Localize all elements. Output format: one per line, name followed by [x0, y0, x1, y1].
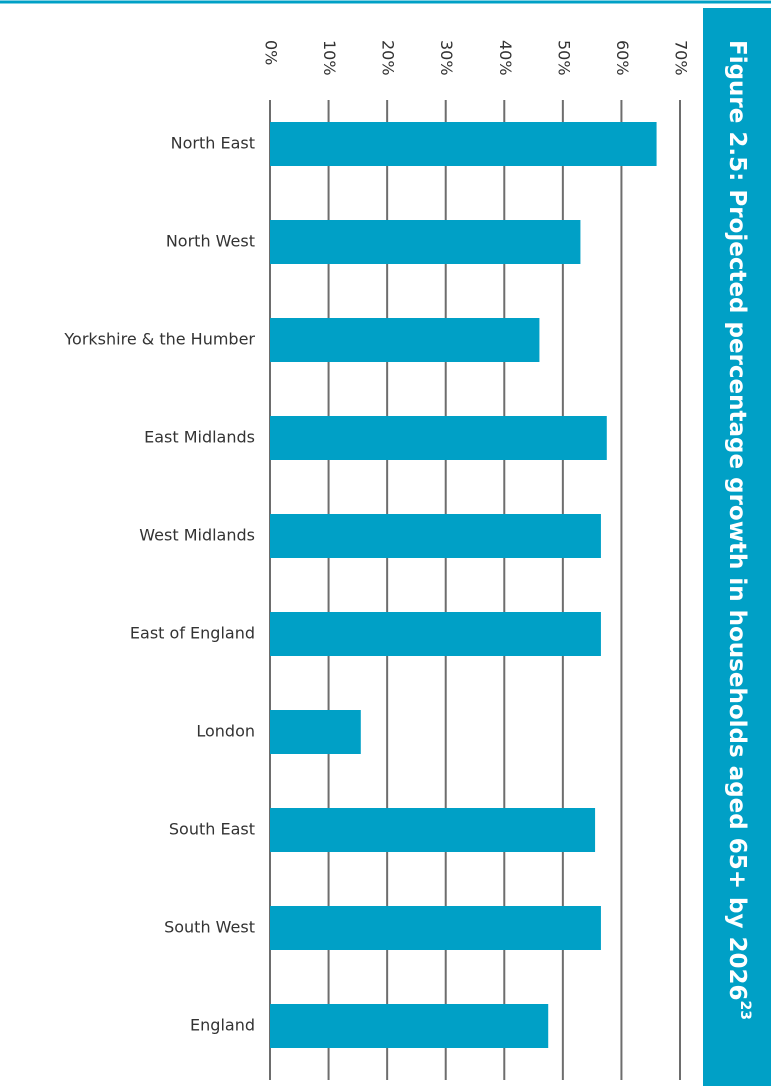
- y-tick-label: West Midlands: [139, 526, 255, 545]
- x-tick-label: 20%: [379, 40, 398, 76]
- bar: [270, 906, 601, 950]
- bar: [270, 514, 601, 558]
- y-tick-label: North West: [166, 232, 255, 251]
- bar: [270, 416, 607, 460]
- x-tick-label: 30%: [437, 40, 456, 76]
- bar: [270, 1004, 549, 1048]
- title-band: [703, 8, 771, 1086]
- y-tick-label: Yorkshire & the Humber: [63, 330, 255, 349]
- y-tick-label: North East: [171, 134, 255, 153]
- y-tick-label: East of England: [130, 624, 255, 643]
- y-tick-label: South West: [164, 918, 255, 937]
- bar: [270, 612, 601, 656]
- title-text: Figure 2.5: Projected percentage growth …: [725, 40, 751, 1001]
- y-tick-label: East Midlands: [144, 428, 255, 447]
- y-tick-label: London: [196, 722, 255, 741]
- bar: [270, 220, 581, 264]
- bar: [270, 710, 361, 754]
- title-footnote: 23: [737, 1001, 753, 1020]
- x-tick-label: 60%: [613, 40, 632, 76]
- x-tick-label: 0%: [262, 40, 281, 65]
- x-tick-label: 50%: [554, 40, 573, 76]
- bar: [270, 808, 596, 852]
- bar: [270, 318, 540, 362]
- x-tick-label: 10%: [320, 40, 339, 76]
- bar: [270, 122, 657, 166]
- x-tick-label: 40%: [496, 40, 515, 76]
- y-tick-label: South East: [169, 820, 255, 839]
- y-tick-label: England: [190, 1016, 255, 1035]
- chart-title: Figure 2.5: Projected percentage growth …: [725, 40, 754, 1020]
- x-tick-label: 70%: [672, 40, 691, 76]
